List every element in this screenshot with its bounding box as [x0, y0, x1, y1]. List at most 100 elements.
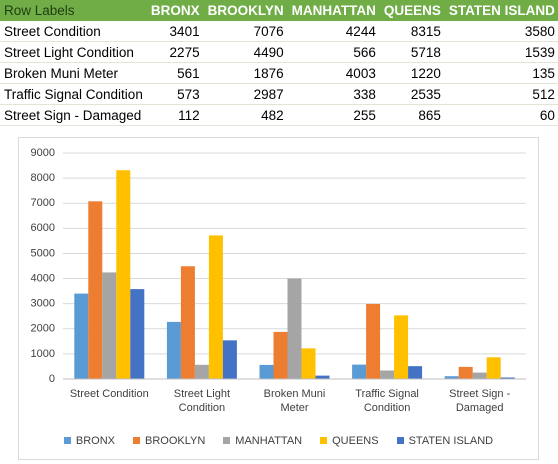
bar [166, 321, 181, 379]
y-tick-label: 8000 [31, 172, 55, 184]
table-row: Street Condition 3401 7076 4244 8315 3580 [0, 21, 558, 42]
bar [444, 376, 459, 379]
legend-key [396, 437, 404, 444]
cell-value: 3401 [146, 21, 204, 42]
cell-value: 4490 [203, 41, 288, 63]
pivot-table: Row Labels BRONX BROOKLYN MANHATTAN QUEENS ST… [0, 0, 558, 126]
y-tick-label: 2000 [31, 323, 55, 335]
bar [74, 293, 89, 379]
cell-value: 4003 [287, 62, 380, 84]
cell-value: 4244 [287, 21, 380, 42]
bar [394, 315, 409, 379]
bar [366, 303, 381, 379]
bar [352, 364, 367, 379]
cell-value: 865 [379, 104, 445, 126]
bar [259, 364, 274, 379]
table-row: Traffic Signal Condition 573 2987 338 2535 51… [0, 83, 558, 105]
cell-value: 512 [444, 83, 558, 105]
y-tick-label: 3000 [31, 298, 55, 310]
legend-label: QUEENS [332, 435, 379, 447]
row-label: Street Condition [0, 21, 147, 42]
chart: 0 1000 2000 3000 4000 5000 6000 7000 8000 9000 [31, 147, 526, 385]
bar [273, 331, 288, 379]
table-row: Broken Muni Meter 561 1876 4003 1220 135 [0, 62, 558, 84]
legend-label: MANHATTAN [235, 435, 303, 447]
column-header: MANHATTAN [287, 0, 380, 21]
cell-value: 7076 [203, 21, 288, 42]
bar [486, 357, 501, 379]
row-label: Broken Muni Meter [0, 62, 147, 84]
x-tick-label: Street Light Condition [173, 388, 231, 414]
bar [130, 289, 145, 379]
column-header: BROOKLYN [203, 0, 288, 21]
bar [315, 375, 330, 379]
column-header: BRONX [146, 0, 204, 21]
y-tick-label: 6000 [31, 222, 55, 234]
cell-value: 1220 [379, 62, 445, 84]
x-tick-label: Street Condition [69, 388, 149, 400]
cell-value: 112 [146, 104, 204, 126]
cell-value: 60 [444, 104, 558, 126]
y-tick-label: 1000 [31, 348, 55, 360]
column-header: QUEENS [379, 0, 445, 21]
cell-value: 255 [287, 104, 380, 126]
bar [408, 366, 423, 379]
y-tick-label: 0 [49, 373, 55, 385]
column-header: Row Labels [0, 0, 147, 21]
table-row: Street Light Condition 2275 4490 566 5718 153… [0, 41, 558, 63]
y-tick-label: 9000 [31, 147, 55, 159]
bar [102, 272, 117, 379]
cell-value: 2987 [203, 83, 288, 105]
row-label: Traffic Signal Condition [0, 83, 147, 105]
cell-value: 482 [203, 104, 288, 126]
bar [301, 348, 316, 379]
cell-value: 1539 [444, 41, 558, 63]
x-tick-label: Street Sign - Damaged [449, 388, 511, 414]
cell-value: 566 [287, 41, 380, 63]
bar [287, 278, 302, 379]
row-label: Street Sign - Damaged [0, 104, 147, 126]
cell-value: 8315 [379, 21, 445, 42]
bar [458, 366, 473, 379]
legend-key [320, 437, 328, 444]
row-label: Street Light Condition [0, 41, 147, 63]
bar [222, 340, 237, 379]
cell-value: 2275 [146, 41, 204, 63]
y-tick-label: 5000 [31, 247, 55, 259]
bar [380, 370, 395, 379]
legend-item: STATEN ISLAND [396, 435, 494, 447]
cell-value: 2535 [379, 83, 445, 105]
legend-label: STATEN ISLAND [408, 435, 494, 447]
legend-key [132, 437, 140, 444]
legend-item: BRONX [63, 435, 115, 447]
legend-item: MANHATTAN [223, 435, 302, 447]
bar [180, 266, 195, 379]
cell-value: 3580 [444, 21, 558, 42]
cell-value: 561 [146, 62, 204, 84]
x-tick-label: Broken Muni Meter [263, 388, 326, 414]
legend-item: QUEENS [320, 435, 379, 447]
bar [194, 364, 209, 379]
chart-frame: 0 1000 2000 3000 4000 5000 6000 7000 8000 9000 BR… [18, 137, 539, 460]
bar [500, 377, 515, 379]
legend-label: BRONX [75, 435, 115, 447]
cell-value: 5718 [379, 41, 445, 63]
y-tick-label: 7000 [31, 197, 55, 209]
legend-label: BROOKLYN [144, 435, 206, 447]
column-header: STATEN ISLAND [444, 0, 558, 21]
bar [116, 170, 131, 379]
bar [472, 372, 487, 379]
cell-value: 1876 [203, 62, 288, 84]
legend-key [63, 437, 71, 444]
y-tick-label: 4000 [31, 272, 55, 284]
header-row: Row Labels BRONX BROOKLYN MANHATTAN QUEENS ST… [0, 0, 558, 21]
x-tick-label: Traffic Signal Condition [355, 388, 419, 414]
table-row: Street Sign - Damaged 112 482 255 865 60 [0, 104, 558, 126]
cell-value: 573 [146, 83, 204, 105]
cell-value: 135 [444, 62, 558, 84]
cell-value: 338 [287, 83, 380, 105]
bar [208, 235, 223, 379]
legend-item: BROOKLYN [132, 435, 206, 447]
legend: BRONX BROOKLYN MANHATTAN QUEENS STATEN ISLAN… [19, 435, 538, 447]
